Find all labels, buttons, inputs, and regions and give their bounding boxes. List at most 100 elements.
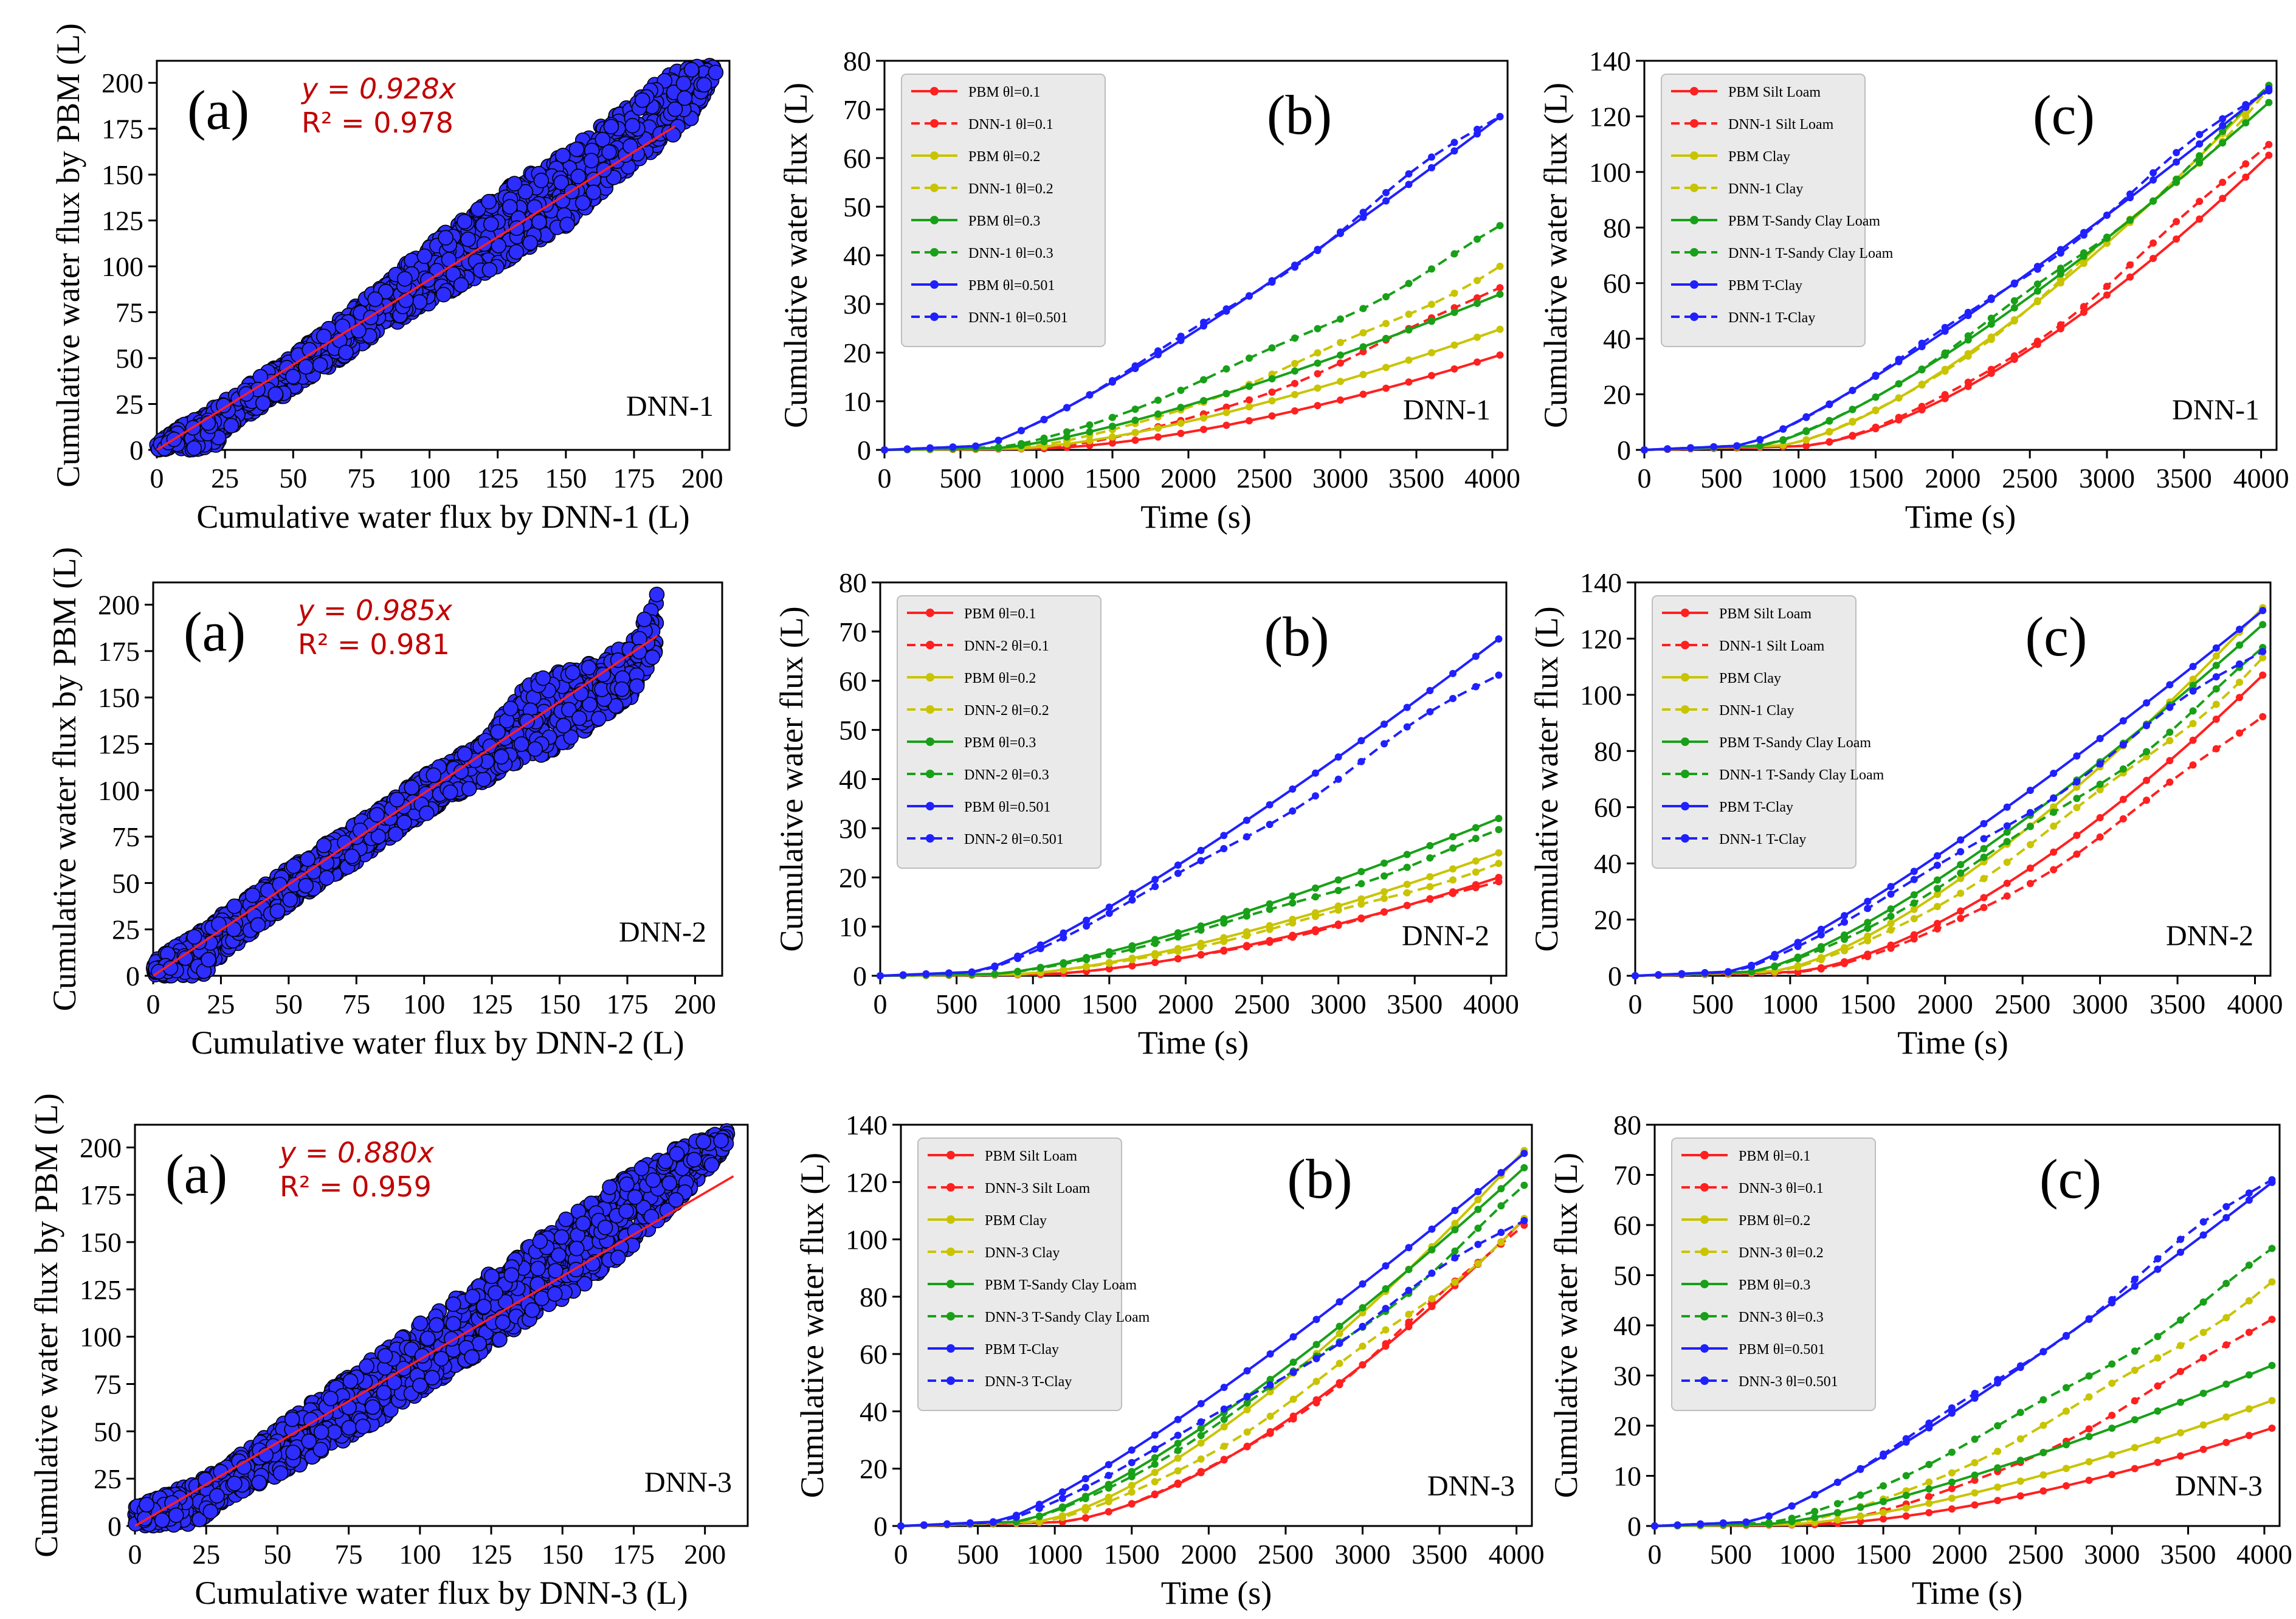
scatter-point xyxy=(457,746,473,762)
series-marker xyxy=(1980,903,1988,911)
scatter-x-tick-label: 0 xyxy=(150,463,164,494)
series-marker xyxy=(2010,280,2018,288)
scatter-point xyxy=(573,686,589,702)
series-marker xyxy=(2003,879,2011,887)
line_left-y-tick-label: 30 xyxy=(839,813,867,844)
line_right-x-tick-label: 0 xyxy=(1629,989,1643,1020)
series-marker xyxy=(1405,181,1413,188)
legend-item-label: PBM θl=0.501 xyxy=(964,799,1050,815)
series-marker xyxy=(2056,321,2064,329)
series-marker xyxy=(1449,844,1457,852)
series-marker xyxy=(1864,953,1872,961)
line_left-x-tick-label: 2000 xyxy=(1157,989,1213,1020)
series-marker xyxy=(2196,131,2204,139)
series-marker xyxy=(1895,356,1903,364)
series-marker xyxy=(1151,875,1159,883)
legend-item-label: PBM Silt Loam xyxy=(1728,85,1821,100)
series-marker xyxy=(1987,365,1995,373)
series-marker xyxy=(2196,215,2204,223)
legend-box xyxy=(1652,595,1856,869)
series-marker xyxy=(2236,678,2244,686)
series-marker xyxy=(2242,119,2250,127)
series-marker xyxy=(1014,954,1022,962)
series-marker xyxy=(1428,349,1435,357)
legend-marker xyxy=(926,673,934,682)
legend-item-label: DNN-1 Silt Loam xyxy=(1728,117,1834,133)
scatter-x-tick-label: 150 xyxy=(545,463,587,494)
model-tag: DNN-1 xyxy=(2172,394,2260,426)
series-marker xyxy=(1941,349,1949,357)
series-marker xyxy=(1472,835,1480,843)
scatter-x-tick-label: 75 xyxy=(342,989,370,1020)
series-marker xyxy=(899,971,907,979)
series-marker xyxy=(1083,963,1091,971)
scatter-point xyxy=(201,951,216,968)
series-marker xyxy=(2259,607,2267,615)
series-marker xyxy=(2119,765,2127,773)
series-marker xyxy=(2026,841,2034,849)
scatter-point xyxy=(513,736,529,752)
series-marker xyxy=(1381,908,1388,916)
line_left-y-tick-label: 60 xyxy=(843,143,871,174)
line_right-y-tick-label: 0 xyxy=(1617,435,1631,466)
legend-item-label: DNN-1 T-Clay xyxy=(1719,832,1806,847)
series-marker xyxy=(1222,409,1230,416)
series-marker xyxy=(1403,863,1411,871)
series-marker xyxy=(2219,195,2227,202)
model-tag: DNN-2 xyxy=(2166,920,2253,952)
series-marker xyxy=(1359,329,1367,337)
series-marker xyxy=(1825,416,1833,424)
scatter-point xyxy=(493,749,509,765)
series-marker xyxy=(1357,880,1365,888)
scatter-point xyxy=(475,771,492,787)
scatter-point xyxy=(226,898,243,914)
series-marker xyxy=(1291,390,1298,398)
line_right-panel-DNN-2: 0 500 1000 1500 2000 2500 3000 3500 400002040608… xyxy=(1528,567,2283,1061)
series-marker xyxy=(1910,935,1918,943)
series-marker xyxy=(1872,371,1880,379)
series-marker xyxy=(1426,896,1434,903)
series-marker xyxy=(1496,351,1504,359)
scatter-point xyxy=(570,168,587,185)
series-marker xyxy=(2119,717,2127,725)
line_left-y-tick-label: 70 xyxy=(843,94,871,125)
panel-label: (a) xyxy=(187,79,249,141)
series-marker xyxy=(2236,729,2244,737)
scatter-y-tick-label: 75 xyxy=(115,297,143,328)
series-marker xyxy=(972,442,979,450)
series-marker xyxy=(1200,396,1207,404)
series-marker xyxy=(2149,255,2157,263)
legend-marker xyxy=(1690,280,1698,289)
series-marker xyxy=(2173,158,2181,166)
series-marker xyxy=(1311,893,1319,901)
series-marker xyxy=(2196,152,2204,160)
series-marker xyxy=(1496,222,1504,230)
series-marker xyxy=(1314,359,1322,367)
scatter-point xyxy=(416,248,433,264)
line_left-x-tick-label: 4000 xyxy=(1464,463,1520,494)
series-marker xyxy=(1887,944,1895,952)
line_left-x-axis-label: Time (s) xyxy=(1140,499,1252,535)
legend-marker xyxy=(1690,216,1698,224)
panel-label: (b) xyxy=(1264,606,1329,668)
series-marker xyxy=(1357,737,1365,745)
series-marker xyxy=(1474,235,1481,243)
series-marker xyxy=(1450,341,1458,349)
series-marker xyxy=(1849,432,1856,440)
series-marker xyxy=(1311,884,1319,892)
series-marker xyxy=(1895,380,1903,388)
scatter-point xyxy=(460,231,476,247)
series-marker xyxy=(2166,703,2174,711)
scatter-panel-DNN-3: 0 25 50 75 100 125 150 175 200025507510012515017… xyxy=(28,1093,749,1611)
series-marker xyxy=(1733,442,1741,450)
series-marker xyxy=(1334,906,1342,914)
line_right-panel-DNN-1: 0 500 1000 1500 2000 2500 3000 3500 400002040608… xyxy=(1537,46,2289,535)
scatter-point xyxy=(481,193,497,210)
scatter-y-tick-label: 100 xyxy=(102,251,143,282)
series-marker xyxy=(1405,378,1413,386)
scatter-point xyxy=(531,214,547,230)
legend-item-label: DNN-1 T-Clay xyxy=(1728,310,1815,326)
series-marker xyxy=(1200,426,1207,433)
line_right-x-tick-label: 2000 xyxy=(1925,463,1981,494)
series-marker xyxy=(2143,748,2151,756)
